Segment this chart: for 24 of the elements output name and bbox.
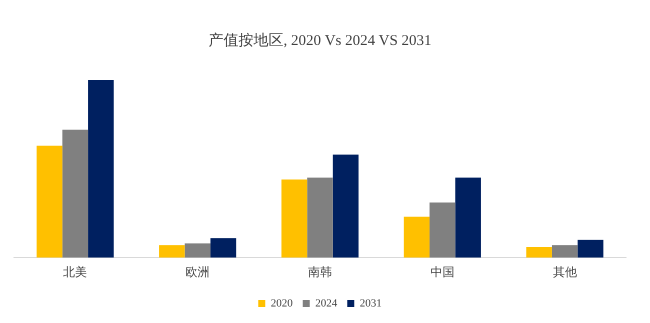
x-tick-label: 其他 — [552, 264, 577, 279]
x-tick-label: 南韩 — [308, 264, 332, 279]
bar — [552, 245, 578, 258]
bar — [36, 146, 62, 258]
bar — [578, 240, 604, 258]
bar — [404, 216, 430, 258]
chart-title: 产值按地区, 2020 Vs 2024 VS 2031 — [208, 32, 432, 49]
bar — [430, 202, 456, 258]
bar — [159, 245, 185, 258]
x-tick-label: 欧洲 — [186, 264, 210, 279]
x-tick-label: 北美 — [63, 264, 88, 279]
bar — [62, 130, 88, 258]
legend-label: 2031 — [360, 297, 382, 310]
legend-label: 2020 — [270, 297, 294, 310]
bar — [455, 178, 481, 258]
x-tick-label: 中国 — [430, 264, 454, 279]
bar — [526, 246, 552, 258]
legend-label: 2024 — [315, 297, 338, 310]
bar — [88, 80, 114, 258]
bar — [332, 154, 359, 258]
bar — [281, 179, 308, 258]
bar — [184, 243, 210, 258]
bar — [307, 178, 333, 258]
bar — [210, 238, 236, 258]
